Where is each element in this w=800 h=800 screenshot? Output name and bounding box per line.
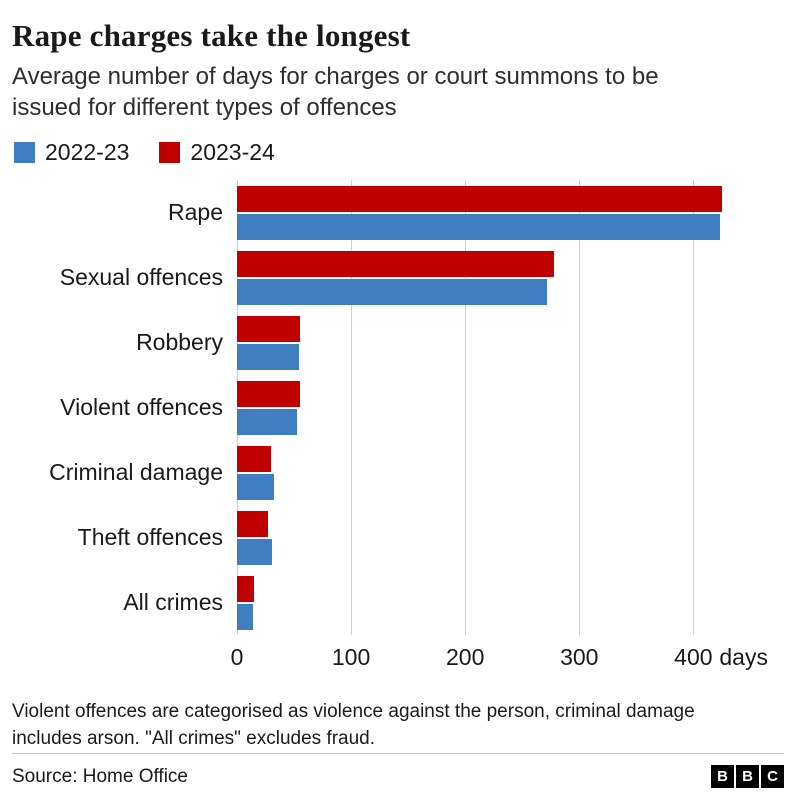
legend-label: 2022-23	[45, 139, 130, 166]
chart-title: Rape charges take the longest	[12, 18, 411, 53]
bar-2023-24	[237, 575, 255, 602]
bbc-logo-block: C	[761, 765, 784, 788]
chart-row: Sexual offences	[12, 245, 784, 310]
chart-subtitle: Average number of days for charges or co…	[12, 63, 659, 121]
bar-group	[237, 510, 739, 565]
bar-2022-23	[237, 538, 273, 565]
bar-group	[237, 380, 739, 435]
bar-group	[237, 185, 739, 240]
x-axis: 0 100 200 300 400 days	[231, 635, 768, 679]
x-tick-400: 400	[674, 644, 713, 671]
bar-2023-24	[237, 510, 268, 537]
category-label: Robbery	[136, 329, 223, 356]
bar-2022-23	[237, 603, 253, 630]
gridlines	[237, 180, 739, 636]
category-label: Sexual offences	[59, 264, 223, 291]
chart-row: All crimes	[12, 570, 784, 635]
gridline-0	[237, 180, 238, 636]
chart-row: Theft offences	[12, 505, 784, 570]
chart-row: Criminal damage	[12, 440, 784, 505]
gridline-300	[579, 180, 581, 636]
chart-row: Robbery	[12, 310, 784, 375]
bar-group	[237, 250, 739, 305]
x-axis-unit-label: days	[719, 644, 768, 671]
bar-group	[237, 445, 739, 500]
x-tick-0: 0	[230, 644, 244, 671]
bar-2023-24	[237, 445, 272, 472]
footnote: Violent offences are categorised as viol…	[12, 701, 695, 750]
x-tick-300: 300	[560, 644, 599, 671]
chart-row: Violent offences	[12, 375, 784, 440]
chart-row: Rape	[12, 180, 784, 245]
bbc-logo-block: B	[711, 765, 734, 788]
chart: Rape Sexual offences Robbery Violent offenc…	[12, 180, 784, 679]
chart-rows: Rape Sexual offences Robbery Violent offenc…	[12, 180, 784, 635]
category-label: Violent offences	[60, 394, 223, 421]
legend-item-2023-24: 2023-24	[159, 139, 275, 166]
category-label: Criminal damage	[49, 459, 223, 486]
bar-2022-23	[237, 408, 298, 435]
category-label: Rape	[168, 199, 223, 226]
category-label: Theft offences	[77, 524, 223, 551]
bar-group	[237, 575, 739, 630]
x-tick-100: 100	[331, 644, 371, 671]
bar-2022-23	[237, 213, 720, 240]
gridline-100	[351, 180, 353, 636]
source-label: Source: Home Office	[12, 765, 189, 787]
legend-swatch-icon	[159, 142, 181, 164]
bar-2022-23	[237, 343, 299, 370]
bbc-logo-block: B	[736, 765, 759, 788]
bar-2023-24	[237, 380, 300, 407]
legend-swatch-icon	[14, 142, 35, 164]
gridline-200	[465, 180, 467, 636]
legend-item-2022-23: 2022-23	[14, 139, 129, 166]
bar-2022-23	[237, 278, 548, 305]
gridline-400	[693, 180, 695, 636]
bar-2022-23	[237, 473, 274, 500]
category-label: All crimes	[123, 589, 223, 616]
x-tick-200: 200	[445, 644, 485, 671]
legend-label: 2023-24	[190, 139, 275, 166]
bar-2023-24	[237, 315, 300, 342]
bar-group	[237, 315, 739, 370]
bar-2023-24	[237, 250, 555, 277]
bar-2023-24	[237, 185, 722, 212]
legend: 2022-23 2023-24	[14, 139, 784, 166]
